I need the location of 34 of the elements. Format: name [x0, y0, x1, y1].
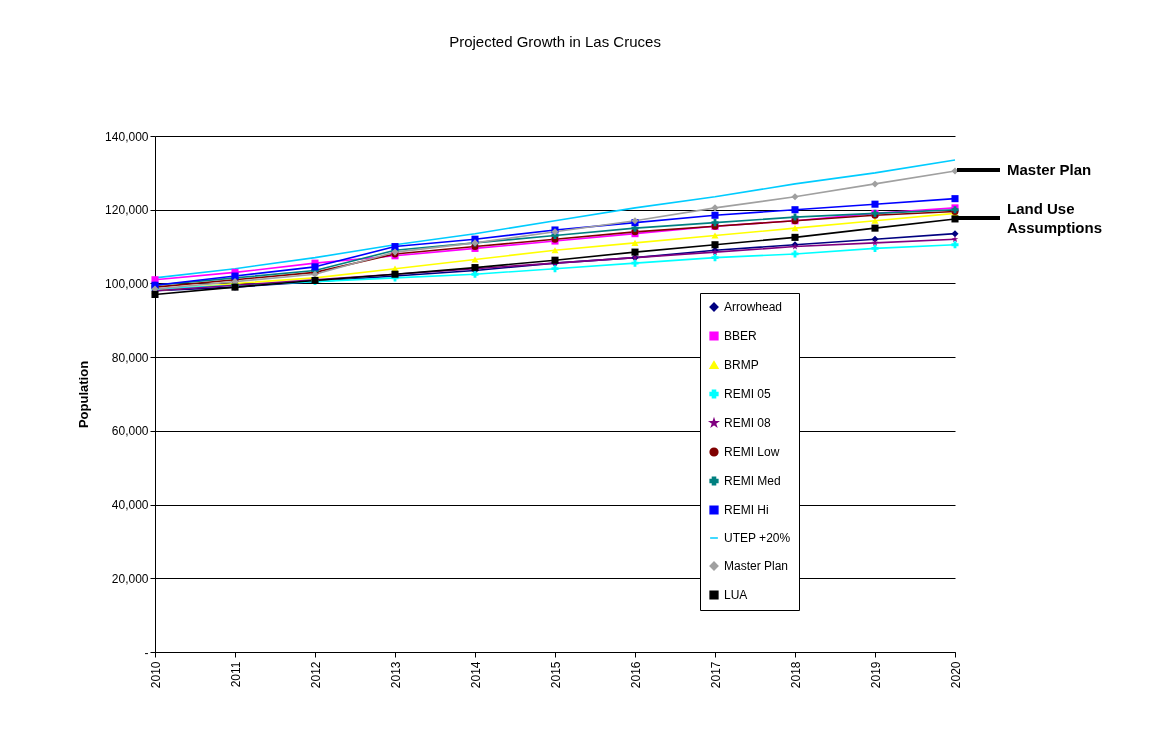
y-tick-label: 80,000 [111, 350, 149, 365]
y-tick-label: - [144, 645, 149, 660]
text: Land Use Assumptions [1007, 199, 1103, 236]
x-tick-label: 2015 [548, 661, 563, 689]
x-tick-label: 2020 [948, 661, 963, 689]
legend-label: LUA [724, 588, 748, 602]
x-tick-label: 2013 [388, 661, 403, 689]
y-axis-title: Population [76, 360, 92, 429]
y-tick-label: 20,000 [111, 571, 149, 586]
legend-label: Master Plan [724, 559, 789, 573]
x-tick-label: 2017 [708, 661, 723, 689]
legend-label: REMI 05 [724, 387, 772, 401]
legend-label: UTEP +20% [724, 531, 791, 545]
legend-label: REMI 08 [724, 416, 772, 430]
x-tick-label: 2011 [228, 661, 243, 688]
x-tick-label: 2016 [628, 661, 643, 689]
legend-label: REMI Hi [724, 503, 769, 517]
legend-label: BBER [724, 329, 758, 343]
y-tick-label: 140,000 [105, 129, 149, 144]
y-tick-label: 40,000 [111, 498, 149, 513]
x-tick-label: 2018 [788, 661, 803, 689]
legend-label: REMI Med [724, 474, 781, 488]
x-tick-label: 2014 [468, 661, 483, 689]
text: Master Plan [1007, 161, 1092, 178]
legend-label: REMI Low [724, 445, 780, 459]
legend-label: Arrowhead [724, 300, 783, 314]
legend-label: BRMP [724, 358, 759, 372]
y-tick-label: 60,000 [111, 424, 149, 439]
x-tick-label: 2012 [308, 661, 323, 689]
y-tick-label: 120,000 [105, 203, 149, 218]
y-tick-label: 100,000 [105, 276, 149, 291]
x-tick-label: 2019 [868, 661, 883, 689]
x-tick-label: 2010 [148, 661, 163, 689]
chart-title: Projected Growth in Las Cruces [449, 33, 661, 50]
